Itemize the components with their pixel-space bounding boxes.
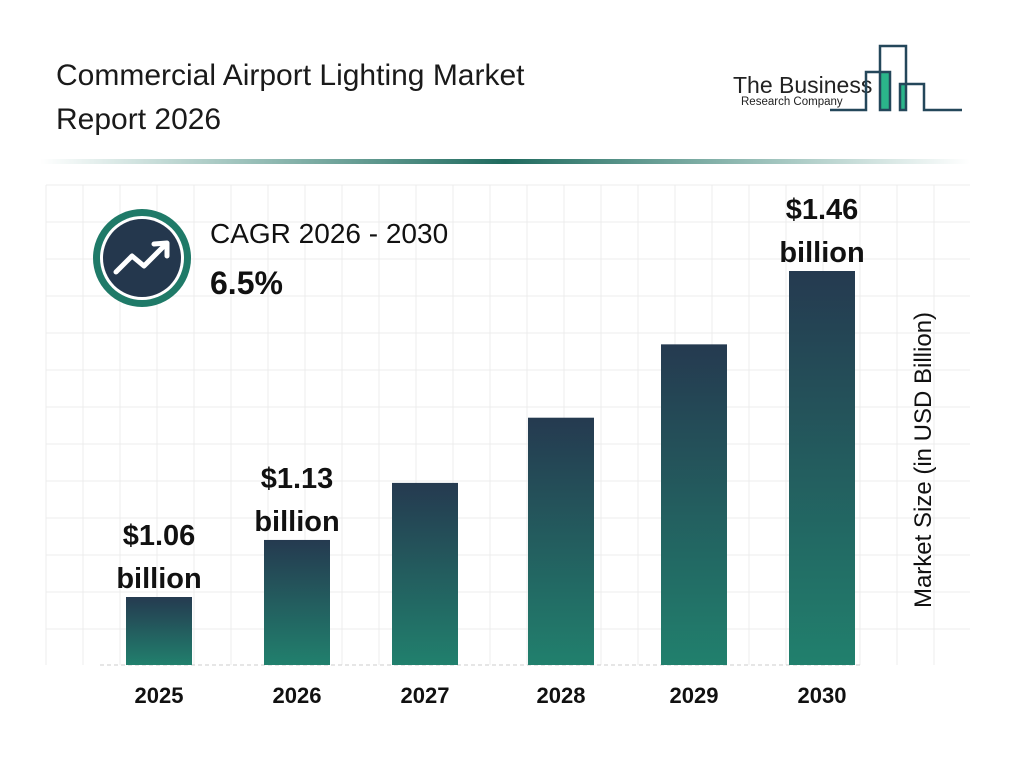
title-line-1: Commercial Airport Lighting Market: [56, 59, 525, 92]
logo-line-2: Research Company: [741, 96, 843, 108]
data-label: $1.13: [261, 463, 334, 495]
bar-2026: [264, 539, 330, 665]
page-title: Commercial Airport Lighting Market Repor…: [56, 54, 656, 142]
x-tick-label: 2025: [135, 683, 184, 708]
x-tick-label: 2030: [798, 683, 847, 708]
logo-line-1: The Business: [733, 72, 873, 98]
data-label: $1.46: [786, 194, 859, 226]
logo-mark: [830, 44, 962, 112]
data-label: billion: [779, 237, 864, 269]
bar-2029: [661, 344, 727, 665]
x-tick-label: 2028: [537, 683, 586, 708]
data-label: billion: [116, 563, 201, 595]
data-label: billion: [254, 506, 339, 538]
x-tick-label: 2026: [273, 683, 322, 708]
x-tick-label: 2027: [401, 683, 450, 708]
header-divider: [40, 159, 970, 164]
data-label: $1.06: [123, 520, 196, 552]
x-tick-label: 2029: [670, 683, 719, 708]
bar-2028: [528, 417, 594, 665]
trending-up-icon: [93, 209, 191, 307]
cagr-label: CAGR 2026 - 2030: [210, 218, 449, 249]
bar-2025: [126, 597, 192, 665]
title-line-2: Report 2026: [56, 103, 222, 136]
y-axis-label: Market Size (in USD Billion): [910, 311, 937, 609]
bar-2030: [789, 271, 855, 665]
bar-2027: [392, 482, 458, 665]
cagr-value: 6.5%: [210, 265, 283, 301]
